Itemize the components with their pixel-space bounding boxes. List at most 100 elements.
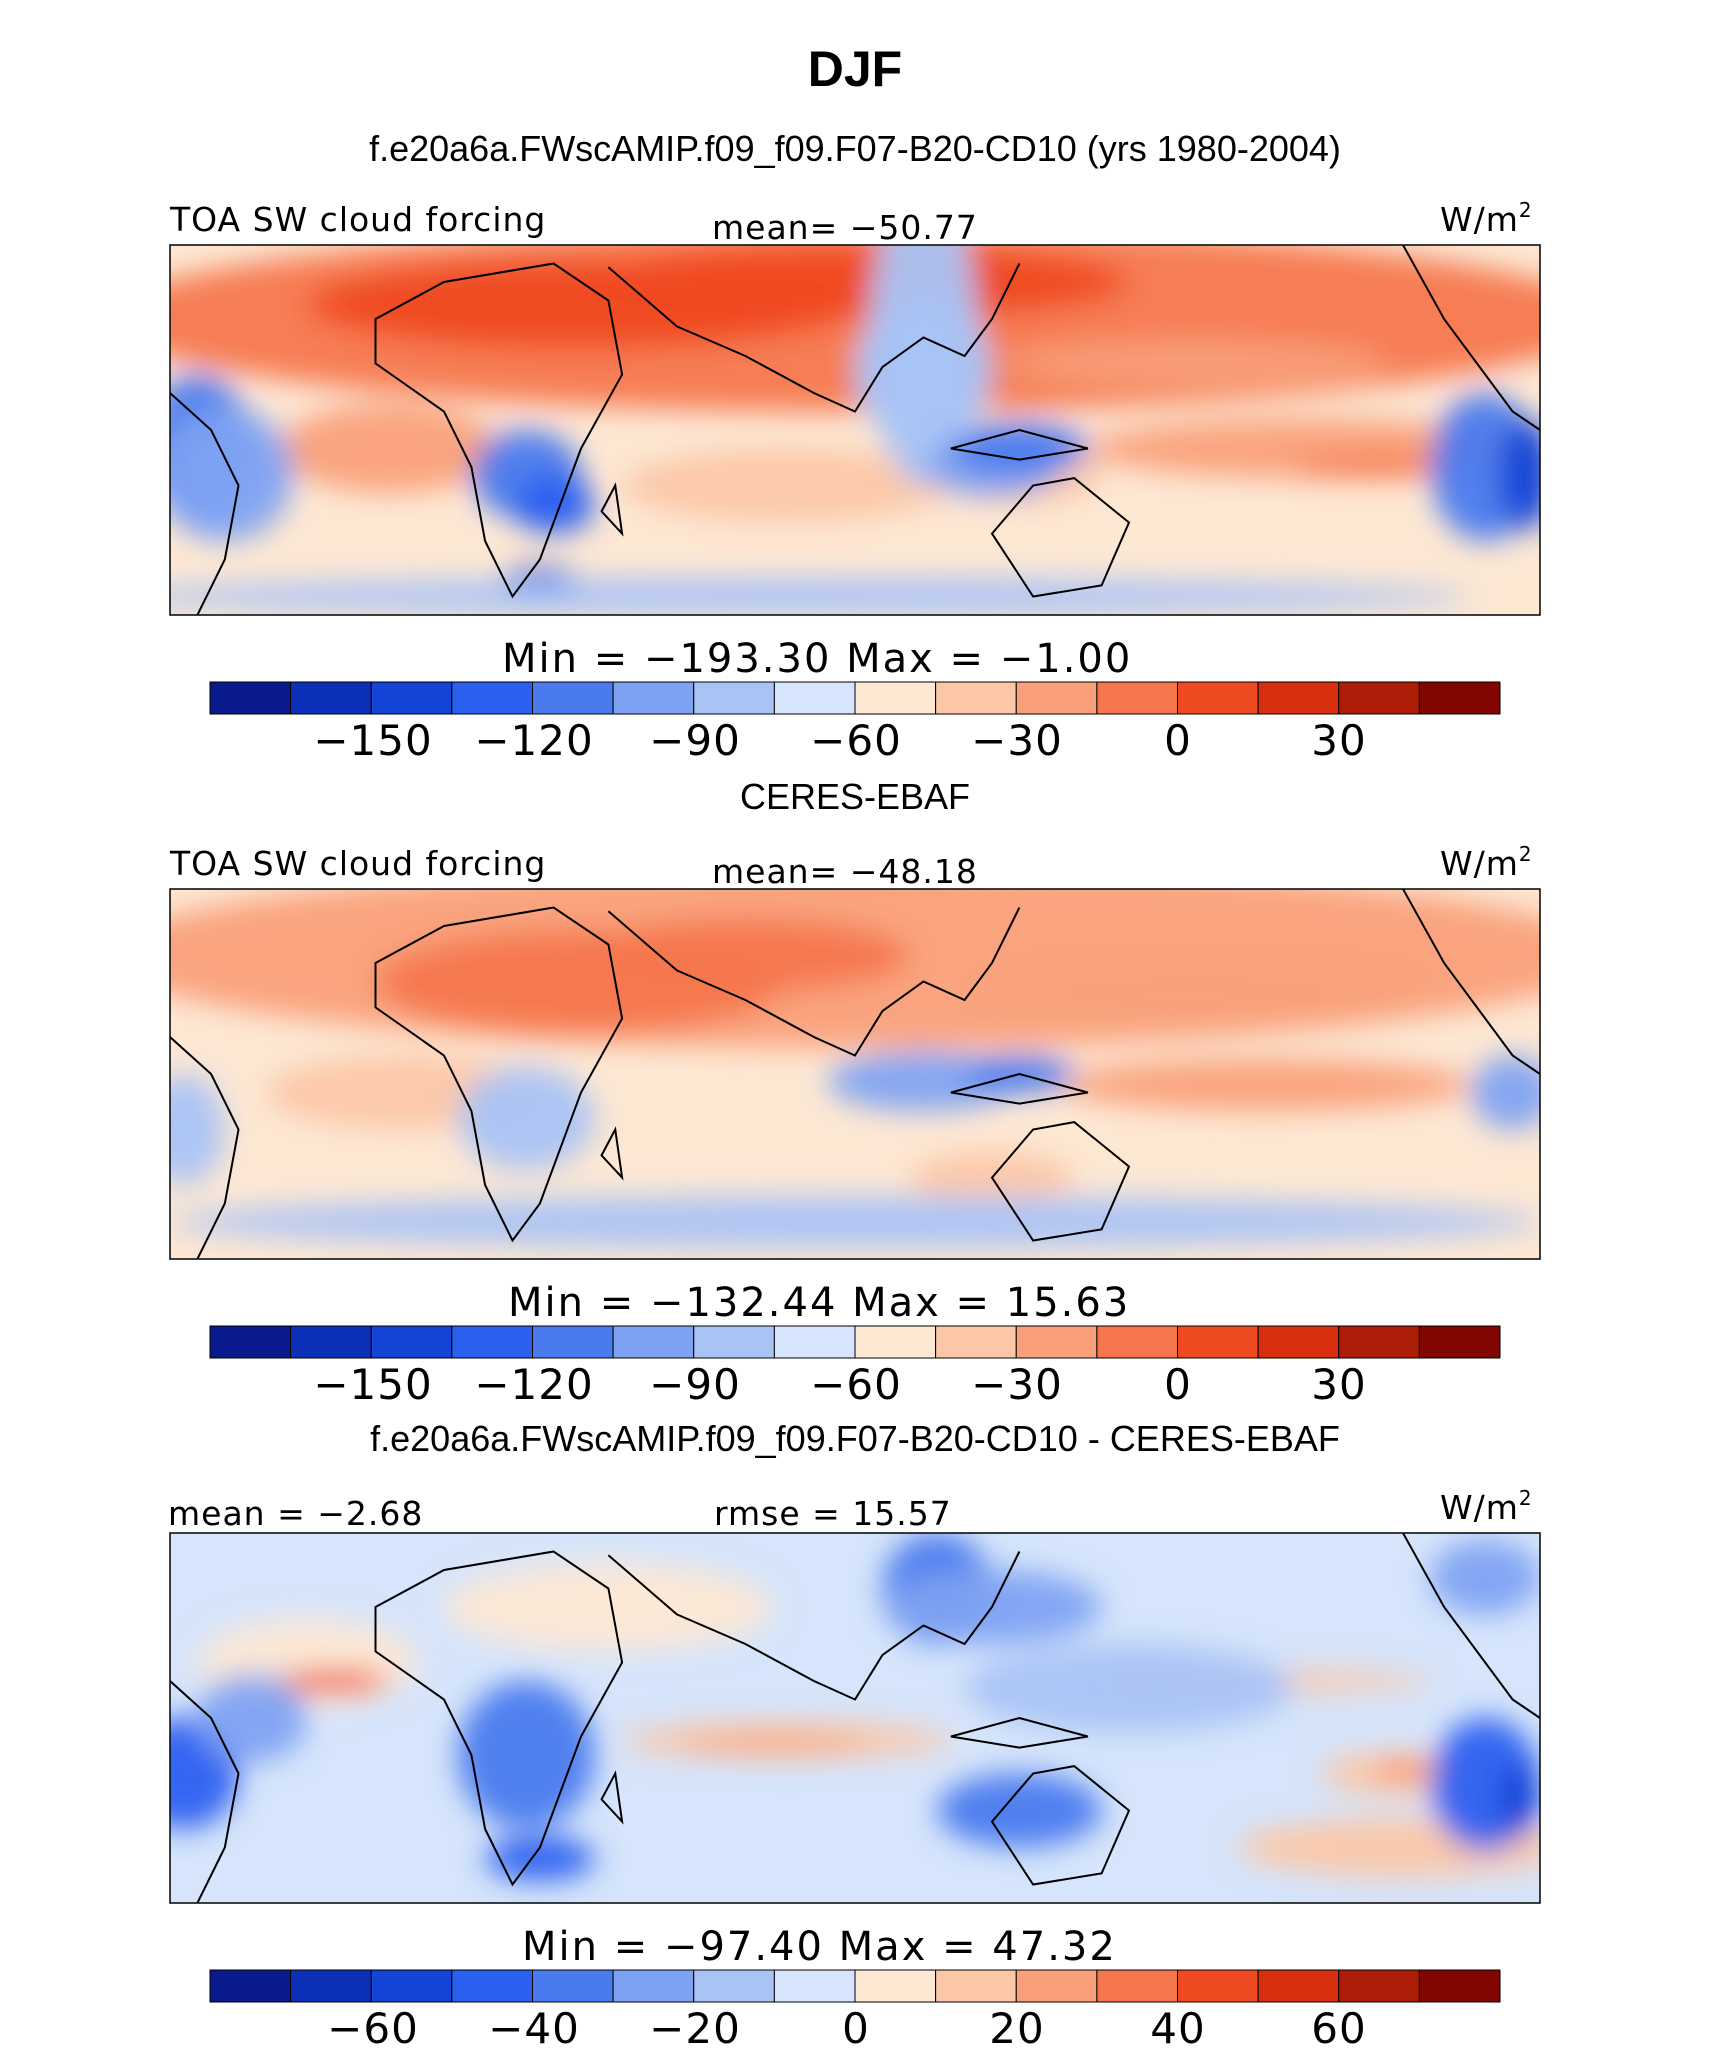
- panel-3-coastline: [951, 1718, 1088, 1748]
- panel-2-coastline: [376, 908, 623, 1241]
- panel-1-field-region: [1005, 341, 1390, 386]
- panel-3-rmse-label: rmse = 15.57: [714, 1494, 952, 1533]
- panel-1-colorbar-tick: −60: [810, 716, 902, 765]
- panel-3-colorbar-box: [451, 1969, 533, 2003]
- panel-3-coastline: [608, 1552, 1019, 1700]
- panel-2-colorbar-box: [1257, 1325, 1340, 1359]
- panel-2-coastline: [602, 1130, 623, 1178]
- panel-3-colorbar-box: [612, 1969, 695, 2003]
- panel-1-colorbar-box: [693, 681, 775, 715]
- panel-2-field-region: [978, 966, 1417, 1019]
- panel-2-field-region: [1471, 1055, 1540, 1130]
- panel-2-colorbar-tick: 30: [1311, 1360, 1367, 1409]
- panel-3-field-region: [197, 1673, 307, 1763]
- panel-2-colorbar-box: [451, 1325, 533, 1359]
- panel-2-colorbar-box: [854, 1325, 937, 1359]
- panel-2-title: CERES-EBAF: [739, 776, 971, 817]
- panel-1-colorbar-box: [370, 681, 453, 715]
- panel-3-units-base: W/m: [1440, 1488, 1519, 1527]
- panel-3-field-region: [444, 1562, 773, 1652]
- panel-2-coastlines: [170, 889, 1540, 1259]
- panel-1-mean-label: mean= −50.77: [712, 208, 978, 247]
- panel-3-colorbar-box: [532, 1969, 614, 2003]
- panel-3-colorbar-tick: 40: [1150, 2004, 1206, 2053]
- panel-3-colorbar-box: [935, 1969, 1017, 2003]
- panel-1-colorbar-box: [1177, 681, 1259, 715]
- panel-2-colorbar-box: [1015, 1325, 1098, 1359]
- panel-3-colorbar-tick: −40: [488, 2004, 580, 2053]
- panel-3-colorbar: [209, 1969, 1501, 2003]
- panel-3-colorbar-box: [1338, 1969, 1420, 2003]
- panel-2-field-region: [170, 1074, 225, 1185]
- panel-2-units-exponent: 2: [1518, 842, 1533, 866]
- panel-1-field-region: [279, 404, 499, 493]
- panel-1-colorbar-tick: −30: [971, 716, 1063, 765]
- panel-2-colorbar-box: [1177, 1325, 1259, 1359]
- panel-2-colorbar-box: [693, 1325, 775, 1359]
- panel-2-colorbar-box: [1338, 1325, 1420, 1359]
- panel-1-colorbar-box: [935, 681, 1017, 715]
- panel-3-coastline: [376, 1552, 623, 1885]
- panel-1-coastline: [608, 264, 1019, 412]
- panel-1-field-region: [950, 422, 1088, 475]
- panel-2-coastline: [992, 1122, 1129, 1240]
- panel-2-colorbar-tick: −150: [313, 1360, 433, 1409]
- panel-3-coastline: [170, 1681, 239, 1903]
- panel-1-colorbar-box: [1338, 681, 1420, 715]
- panel-1-units: W/m2: [1440, 198, 1533, 239]
- panel-1-min-max: Min = −193.30 Max = −1.00: [502, 636, 1133, 682]
- panel-1-map-frame: [169, 244, 1541, 616]
- panel-1-colorbar-box: [1096, 681, 1178, 715]
- panel-1-colorbar-box: [612, 681, 695, 715]
- panel-3-colorbar-tick: −60: [327, 2004, 419, 2053]
- panel-3-colorbar-box: [854, 1969, 937, 2003]
- panel-2-coastline: [951, 1074, 1088, 1104]
- panel-1-colorbar-box: [290, 681, 372, 715]
- panel-2-colorbar-tick: 0: [1164, 1360, 1192, 1409]
- panel-3-coastline: [992, 1766, 1129, 1884]
- panel-1-colorbar-box: [854, 681, 937, 715]
- panel-2-colorbar: [209, 1325, 1501, 1359]
- panel-3-field-region: [964, 1644, 1294, 1733]
- panel-3-field-region: [937, 1773, 1102, 1848]
- panel-3-coastline: [1403, 1533, 1540, 1718]
- panel-1-field-region: [170, 407, 294, 541]
- panel-2-field-region: [1060, 1059, 1472, 1111]
- panel-3-coastlines: [170, 1533, 1540, 1903]
- panel-3-coastline: [602, 1774, 623, 1822]
- panel-3-colorbar-box: [1096, 1969, 1178, 2003]
- panel-3-colorbar-box: [1015, 1969, 1098, 2003]
- panel-2-colorbar-tick: −30: [971, 1360, 1063, 1409]
- panel-1-colorbar-box: [451, 681, 533, 715]
- panel-1-colorbar: [209, 681, 1501, 715]
- panel-1-colorbar-box: [1257, 681, 1340, 715]
- panel-3-colorbar-box: [693, 1969, 775, 2003]
- panel-2-colorbar-box: [1418, 1325, 1501, 1359]
- panel-2-colorbar-tick: −60: [810, 1360, 902, 1409]
- panel-3-colorbar-box: [1177, 1969, 1259, 2003]
- panel-2-map: [169, 888, 1541, 1260]
- panel-1-units-exponent: 2: [1518, 198, 1533, 222]
- panel-3-field-region: [279, 1669, 390, 1693]
- panel-1-colorbar-box: [209, 681, 292, 715]
- panel-1-field-region: [855, 296, 992, 445]
- panel-3-units-exponent: 2: [1518, 1486, 1533, 1510]
- panel-1-coastline: [376, 264, 623, 597]
- panel-2-mean-label: mean= −48.18: [712, 852, 978, 891]
- panel-2-variable-label: TOA SW cloud forcing: [170, 844, 547, 883]
- panel-2-coastline: [170, 1037, 239, 1259]
- panel-3-title: f.e20a6a.FWscAMIP.f09_f09.F07-B20-CD10 -…: [370, 1418, 1340, 1459]
- panel-1-colorbar-box: [1418, 681, 1501, 715]
- panel-1-title: f.e20a6a.FWscAMIP.f09_f09.F07-B20-CD10 (…: [369, 128, 1341, 169]
- panel-3-field-region: [485, 1836, 595, 1881]
- panel-3-mean-label: mean = −2.68: [168, 1494, 424, 1533]
- panel-2-colorbar-tick: −90: [649, 1360, 741, 1409]
- panel-1-coastline: [1403, 245, 1540, 430]
- panel-2-colorbar-box: [290, 1325, 372, 1359]
- panel-3-colorbar-tick: −20: [649, 2004, 741, 2053]
- panel-2-coastline: [1403, 889, 1540, 1074]
- panel-1-colorbar-tick: −120: [474, 716, 594, 765]
- panel-1-field-region: [1498, 418, 1540, 530]
- panel-3-field-region: [1498, 1762, 1540, 1837]
